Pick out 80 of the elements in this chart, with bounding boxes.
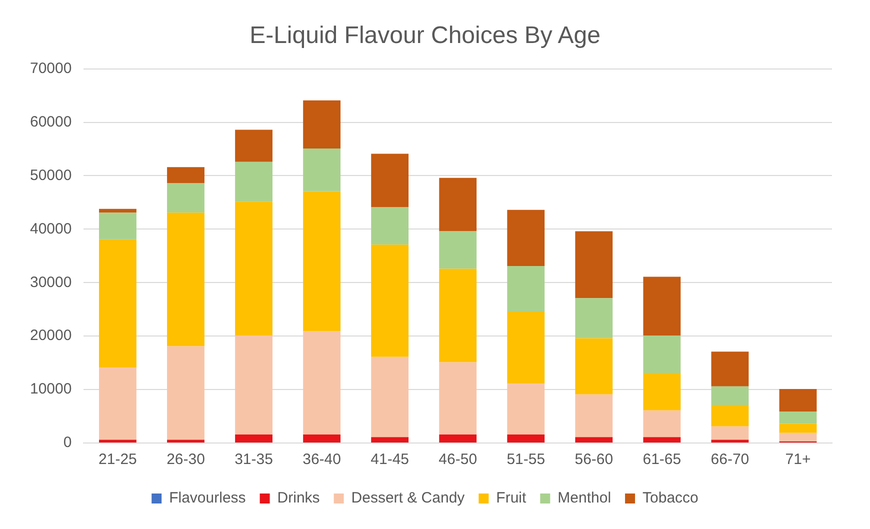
bar	[371, 437, 409, 442]
x-tick-label: 56-60	[574, 451, 614, 468]
legend-label: Drinks	[277, 490, 320, 507]
bar	[235, 162, 272, 202]
bar	[575, 338, 613, 394]
bar	[99, 239, 136, 368]
bar	[99, 440, 136, 442]
legend-label: Dessert & Candy	[351, 490, 466, 507]
bar	[439, 268, 477, 362]
bar	[167, 167, 204, 184]
bar	[779, 389, 817, 412]
bar	[779, 411, 817, 424]
bar	[303, 191, 341, 332]
bar	[439, 231, 477, 269]
legend-label: Menthol	[558, 490, 612, 507]
bar	[507, 384, 545, 434]
x-tick-label: 41-45	[370, 451, 410, 468]
bar	[779, 432, 817, 442]
y-tick-label: 20000	[30, 327, 72, 344]
bar	[303, 434, 341, 442]
bar	[711, 405, 749, 426]
bar	[371, 154, 409, 208]
bar	[167, 440, 204, 442]
bar	[711, 426, 749, 440]
y-tick-label: 40000	[30, 220, 72, 238]
legend-label: Tobacco	[642, 490, 698, 507]
bar	[643, 276, 681, 336]
bar	[303, 100, 341, 148]
x-tick-label: 46-50	[438, 451, 478, 468]
y-tick-label: 70000	[30, 60, 72, 77]
x-tick-label: 21-25	[98, 451, 137, 468]
bar	[643, 437, 681, 442]
bar	[235, 130, 272, 162]
bar	[711, 440, 749, 442]
x-tick-label: 31-35	[234, 451, 273, 468]
bar	[235, 336, 272, 434]
bar	[99, 212, 136, 240]
bar	[439, 178, 477, 232]
bar	[575, 437, 613, 442]
bar	[235, 434, 272, 442]
bar	[643, 410, 681, 438]
bar	[507, 266, 545, 312]
bar	[507, 311, 545, 384]
x-tick-label: 51-55	[506, 451, 546, 468]
x-tick-label: 26-30	[166, 451, 205, 468]
y-tick-label: 60000	[30, 113, 72, 130]
bar	[371, 207, 409, 245]
bar	[99, 368, 136, 440]
bar	[507, 210, 545, 266]
y-tick-label: 10000	[30, 380, 72, 398]
bar	[167, 346, 204, 440]
x-tick-label: 36-40	[302, 451, 341, 468]
bar	[167, 212, 204, 346]
x-tick-label: 61-65	[642, 451, 682, 468]
bar	[371, 356, 409, 438]
chart-title: E-Liquid Flavour Choices By Age	[250, 22, 600, 50]
y-tick-label: 30000	[30, 274, 72, 291]
bar	[643, 372, 681, 410]
bar	[711, 352, 749, 386]
bar	[303, 148, 341, 192]
bar	[507, 434, 545, 442]
bar	[779, 424, 817, 433]
bar	[167, 183, 204, 213]
bar	[439, 362, 477, 434]
y-tick-label: 0	[63, 434, 72, 452]
y-tick-label: 50000	[30, 166, 72, 184]
bar	[575, 298, 613, 338]
bar	[235, 202, 272, 336]
bar	[99, 208, 136, 213]
x-tick-label: 71+	[785, 451, 811, 468]
bar	[371, 244, 409, 357]
bar	[303, 331, 341, 434]
legend-label: Fruit	[496, 490, 527, 507]
legend-label: Flavourless	[169, 490, 246, 507]
bar	[575, 231, 613, 298]
bar	[643, 336, 681, 373]
x-tick-label: 66-70	[710, 451, 750, 468]
bar	[439, 434, 477, 442]
bar	[711, 386, 749, 406]
bar	[575, 394, 613, 438]
